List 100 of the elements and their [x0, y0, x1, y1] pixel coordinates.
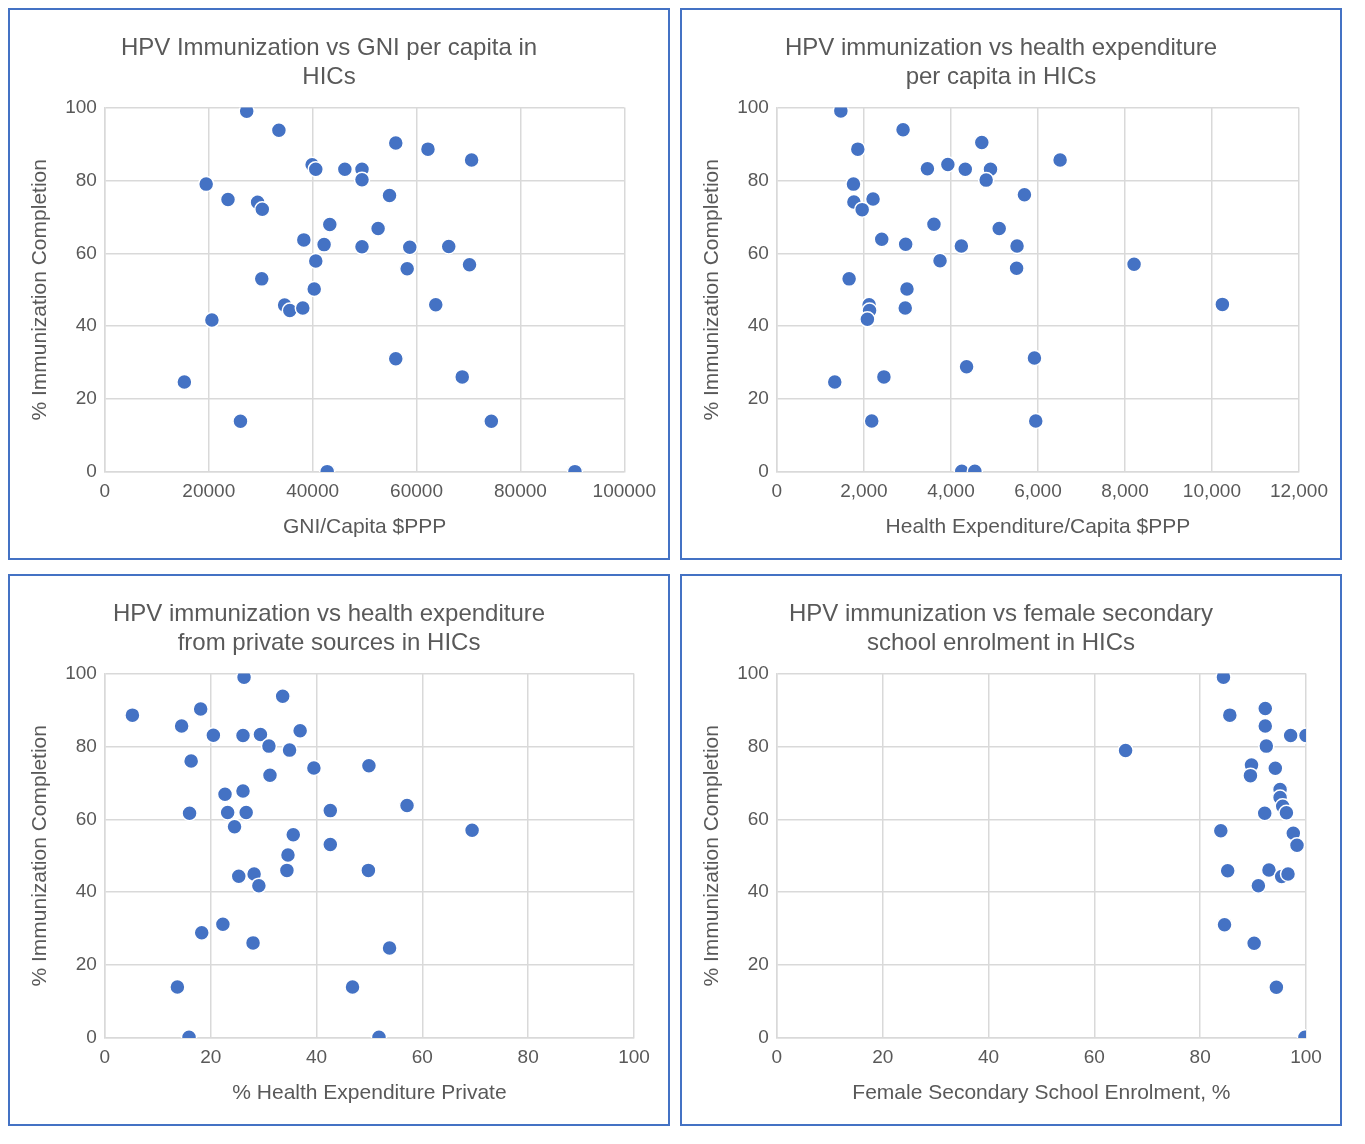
point [1216, 916, 1233, 933]
point [1257, 717, 1274, 735]
point [849, 140, 867, 158]
point [216, 785, 234, 803]
point [250, 877, 268, 894]
x-tick-label: 40000 [286, 479, 340, 501]
point [254, 201, 271, 218]
point [863, 412, 880, 430]
point [219, 804, 236, 821]
point [977, 171, 995, 189]
point [253, 270, 271, 288]
point [1256, 804, 1273, 822]
x-tick-label: 60000 [390, 479, 443, 501]
point [1026, 349, 1043, 367]
point [169, 978, 186, 996]
point [898, 280, 916, 298]
y-tick-label: 0 [758, 1026, 769, 1048]
point [387, 350, 405, 367]
point [279, 846, 297, 864]
x-tick-label: 60 [1083, 1045, 1105, 1067]
y-tick-label: 0 [86, 1026, 97, 1048]
point [398, 797, 416, 814]
point [305, 759, 323, 777]
point [353, 171, 371, 188]
x-tick-label: 80000 [494, 479, 547, 501]
y-tick-label: 20 [747, 953, 769, 975]
x-axis-title: Health Expenditure/Capita $PPP [885, 514, 1191, 538]
point [440, 238, 457, 255]
x-tick-label: 40 [305, 1045, 328, 1067]
point [192, 700, 209, 718]
point [369, 220, 387, 237]
x-axis-title: Female Secondary School Enrolment, % [852, 1080, 1231, 1104]
point [1282, 727, 1299, 744]
point [353, 238, 371, 256]
point [387, 134, 405, 152]
point [419, 140, 437, 158]
x-tick-label: 12,000 [1269, 479, 1329, 501]
point [322, 836, 339, 853]
y-axis-title: % Immunization Completion [27, 159, 51, 421]
point [294, 299, 312, 317]
y-tick-label: 20 [75, 387, 97, 409]
point [234, 727, 252, 744]
point [1260, 861, 1278, 879]
point [919, 160, 936, 178]
x-tick-label: 2,000 [840, 479, 888, 501]
point [1117, 742, 1134, 759]
point [1267, 760, 1284, 777]
y-tick-label: 20 [747, 387, 769, 409]
point [1008, 260, 1025, 277]
y-axis-title: % Immunization Completion [27, 725, 51, 987]
point [295, 231, 313, 249]
point [278, 862, 296, 879]
point [875, 368, 893, 386]
point [237, 804, 255, 821]
point [1279, 865, 1297, 883]
x-tick-label: 100 [1290, 1045, 1322, 1067]
point [360, 757, 378, 775]
point [214, 916, 232, 933]
point [427, 296, 445, 313]
point [990, 220, 1008, 237]
y-tick-label: 20 [75, 953, 97, 975]
y-tick-label: 40 [75, 314, 97, 336]
chart-title: HPV immunization vs health expenditure per capita in HICs [784, 33, 1218, 89]
point [398, 260, 416, 277]
point [957, 160, 974, 178]
point [261, 767, 279, 784]
y-tick-label: 80 [747, 168, 769, 190]
point [252, 726, 269, 743]
point [896, 299, 914, 317]
point [939, 156, 957, 173]
point [840, 270, 858, 288]
point [894, 121, 912, 139]
point [931, 252, 949, 269]
point [281, 741, 298, 759]
point [1250, 877, 1267, 894]
point [1245, 935, 1263, 952]
point [232, 413, 249, 430]
point [864, 190, 882, 208]
y-axis-title: % Immunization Completion [699, 725, 723, 987]
y-tick-label: 100 [737, 95, 769, 117]
chart-title: HPV immunization vs female secondary school enrolment in HICs [788, 599, 1214, 655]
y-tick-label: 80 [75, 734, 97, 756]
y-tick-label: 40 [747, 314, 769, 336]
point [845, 175, 862, 193]
point [181, 804, 198, 822]
point [454, 368, 471, 386]
point [1278, 804, 1295, 822]
point [344, 978, 361, 996]
point [226, 818, 243, 835]
x-tick-label: 60 [411, 1045, 433, 1067]
x-tick-label: 4,000 [927, 479, 975, 501]
point [463, 151, 480, 169]
point [1214, 296, 1231, 313]
x-tick-label: 100000 [592, 479, 656, 501]
point [1016, 186, 1033, 203]
x-axis-title: % Health Expenditure Private [232, 1080, 507, 1104]
point [291, 722, 309, 740]
point [1258, 737, 1275, 755]
point [1268, 979, 1285, 996]
y-tick-label: 40 [75, 880, 97, 902]
